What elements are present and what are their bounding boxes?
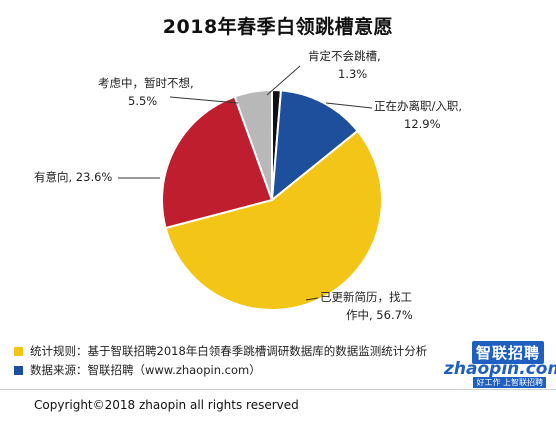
pie-slice-4 bbox=[233, 88, 273, 201]
note-source-text: 数据来源：智联招聘（www.zhaopin.com） bbox=[30, 363, 261, 377]
zhaopin-logo: 智联招聘 zhaopin.com 好工作 上智联招聘 bbox=[444, 341, 556, 389]
pie-slice-1 bbox=[270, 89, 360, 203]
copyright-text: Copyright©2018 zhaopin all rights reserv… bbox=[34, 398, 299, 412]
note-rule-text: 统计规则：基于智联招聘2018年白领春季跳槽调研数据库的数据监测统计分析 bbox=[30, 344, 428, 358]
leader-line-0 bbox=[266, 65, 301, 96]
slice-label-1: 正在办离职/入职, 12.9% bbox=[374, 99, 462, 131]
footer-divider bbox=[0, 389, 556, 390]
leader-line-1 bbox=[325, 102, 373, 109]
slice-label-3: 有意向, 23.6% bbox=[34, 170, 112, 184]
footer-notes: 统计规则：基于智联招聘2018年白领春季跳槽调研数据库的数据监测统计分析 数据来… bbox=[14, 342, 427, 380]
slice-label-0: 肯定不会跳槽, 1.3% bbox=[308, 49, 381, 81]
logo-cn-text: 智联招聘 bbox=[471, 341, 544, 364]
slice-label-4: 考虑中，暂时不想, 5.5% bbox=[98, 76, 194, 108]
logo-slogan: 好工作 上智联招聘 bbox=[473, 377, 546, 388]
note-rule-swatch bbox=[14, 347, 23, 356]
note-rule: 统计规则：基于智联招聘2018年白领春季跳槽调研数据库的数据监测统计分析 bbox=[14, 342, 427, 361]
pie-chart: 肯定不会跳槽, 1.3% 正在办离职/入职, 12.9% 已更新简历，找工作中, 56.… bbox=[34, 49, 462, 322]
pie-slice-3 bbox=[161, 95, 274, 230]
logo-en-text: zhaopin.com bbox=[444, 359, 556, 379]
note-source-swatch bbox=[14, 366, 23, 375]
leader-line-2 bbox=[305, 297, 319, 301]
note-source: 数据来源：智联招聘（www.zhaopin.com） bbox=[14, 361, 427, 380]
slice-label-2: 已更新简历，找工作中, 56.7% bbox=[320, 290, 413, 322]
chart-title: 2018年春季白领跳槽意愿 bbox=[162, 16, 394, 38]
leader-line-4 bbox=[169, 96, 239, 104]
pie-slice-2 bbox=[164, 129, 383, 311]
